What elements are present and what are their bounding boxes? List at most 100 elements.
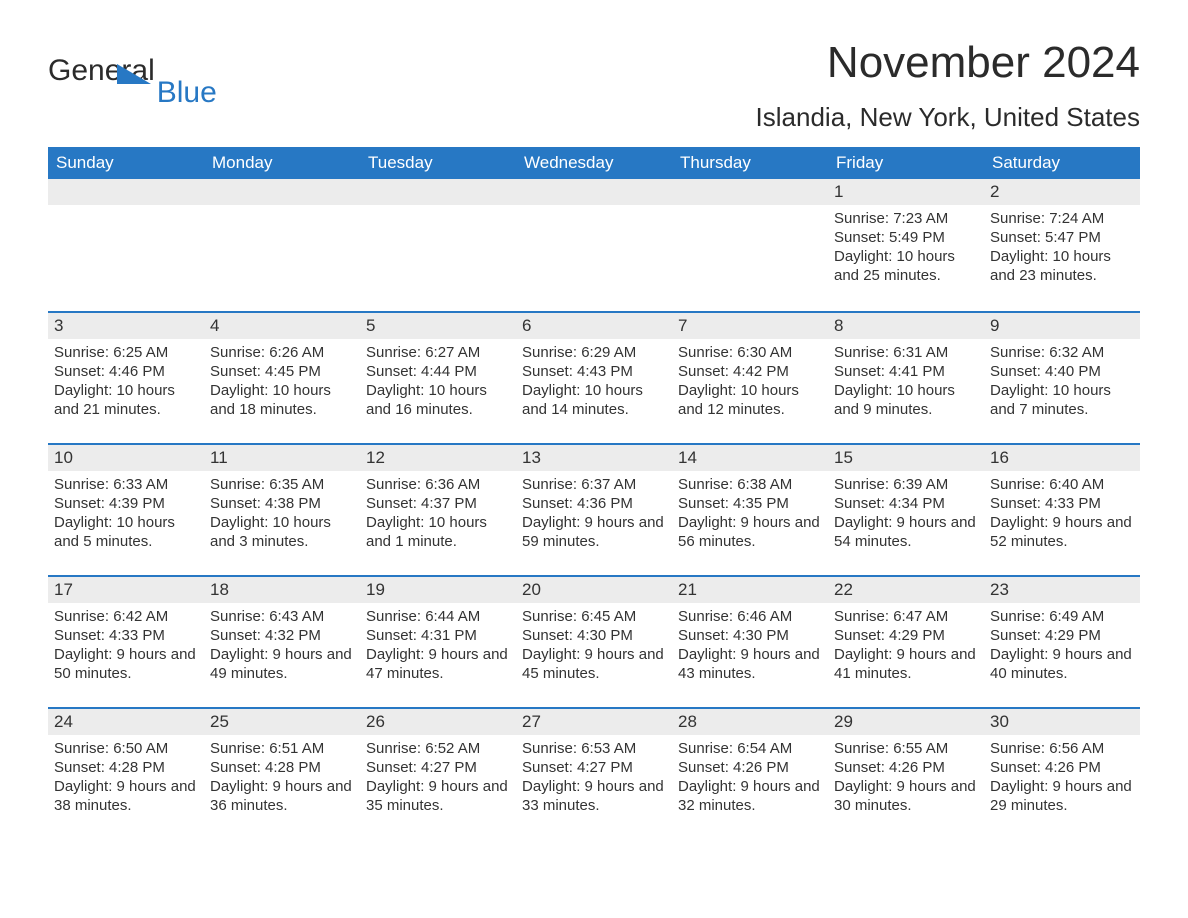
daylight-text: Daylight: 9 hours and 41 minutes. xyxy=(834,645,978,683)
calendar-cell: 19Sunrise: 6:44 AMSunset: 4:31 PMDayligh… xyxy=(360,577,516,707)
sunset-text: Sunset: 4:42 PM xyxy=(678,362,822,381)
sunrise-text: Sunrise: 6:38 AM xyxy=(678,475,822,494)
day-number: 7 xyxy=(672,313,828,339)
day-number: 1 xyxy=(828,179,984,205)
sunrise-text: Sunrise: 6:49 AM xyxy=(990,607,1134,626)
day-number: 4 xyxy=(204,313,360,339)
calendar: Sunday Monday Tuesday Wednesday Thursday… xyxy=(48,147,1140,839)
sunset-text: Sunset: 4:30 PM xyxy=(522,626,666,645)
daylight-text: Daylight: 10 hours and 3 minutes. xyxy=(210,513,354,551)
calendar-cell: 29Sunrise: 6:55 AMSunset: 4:26 PMDayligh… xyxy=(828,709,984,839)
day-number: 11 xyxy=(204,445,360,471)
sunrise-text: Sunrise: 6:26 AM xyxy=(210,343,354,362)
sunrise-text: Sunrise: 6:42 AM xyxy=(54,607,198,626)
sunrise-text: Sunrise: 6:55 AM xyxy=(834,739,978,758)
sunrise-text: Sunrise: 6:29 AM xyxy=(522,343,666,362)
daylight-text: Daylight: 10 hours and 25 minutes. xyxy=(834,247,978,285)
sunset-text: Sunset: 4:43 PM xyxy=(522,362,666,381)
header: General Blue November 2024 Islandia, New… xyxy=(48,28,1140,147)
dayhead-saturday: Saturday xyxy=(984,147,1140,179)
day-number: 9 xyxy=(984,313,1140,339)
daylight-text: Daylight: 10 hours and 23 minutes. xyxy=(990,247,1134,285)
week-row: 1Sunrise: 7:23 AMSunset: 5:49 PMDaylight… xyxy=(48,179,1140,311)
daylight-text: Daylight: 10 hours and 7 minutes. xyxy=(990,381,1134,419)
sunset-text: Sunset: 4:27 PM xyxy=(522,758,666,777)
sunset-text: Sunset: 4:28 PM xyxy=(54,758,198,777)
day-number: 25 xyxy=(204,709,360,735)
sunset-text: Sunset: 4:41 PM xyxy=(834,362,978,381)
day-number: 13 xyxy=(516,445,672,471)
dayhead-wednesday: Wednesday xyxy=(516,147,672,179)
calendar-cell: 28Sunrise: 6:54 AMSunset: 4:26 PMDayligh… xyxy=(672,709,828,839)
day-number xyxy=(672,179,828,205)
day-number: 16 xyxy=(984,445,1140,471)
sunrise-text: Sunrise: 6:50 AM xyxy=(54,739,198,758)
day-number: 3 xyxy=(48,313,204,339)
calendar-cell: 20Sunrise: 6:45 AMSunset: 4:30 PMDayligh… xyxy=(516,577,672,707)
sunset-text: Sunset: 4:30 PM xyxy=(678,626,822,645)
sunset-text: Sunset: 4:37 PM xyxy=(366,494,510,513)
sunset-text: Sunset: 4:27 PM xyxy=(366,758,510,777)
calendar-cell: 12Sunrise: 6:36 AMSunset: 4:37 PMDayligh… xyxy=(360,445,516,575)
daylight-text: Daylight: 9 hours and 30 minutes. xyxy=(834,777,978,815)
sunset-text: Sunset: 4:38 PM xyxy=(210,494,354,513)
calendar-cell: 8Sunrise: 6:31 AMSunset: 4:41 PMDaylight… xyxy=(828,313,984,443)
daylight-text: Daylight: 9 hours and 52 minutes. xyxy=(990,513,1134,551)
logo-triangle-icon xyxy=(117,62,151,89)
sunrise-text: Sunrise: 6:36 AM xyxy=(366,475,510,494)
calendar-cell xyxy=(672,179,828,311)
sunset-text: Sunset: 4:46 PM xyxy=(54,362,198,381)
sunrise-text: Sunrise: 6:33 AM xyxy=(54,475,198,494)
calendar-cell xyxy=(516,179,672,311)
location: Islandia, New York, United States xyxy=(756,102,1140,133)
sunset-text: Sunset: 4:31 PM xyxy=(366,626,510,645)
daylight-text: Daylight: 10 hours and 21 minutes. xyxy=(54,381,198,419)
sunrise-text: Sunrise: 6:30 AM xyxy=(678,343,822,362)
sunset-text: Sunset: 4:34 PM xyxy=(834,494,978,513)
dayhead-sunday: Sunday xyxy=(48,147,204,179)
calendar-cell: 5Sunrise: 6:27 AMSunset: 4:44 PMDaylight… xyxy=(360,313,516,443)
sunrise-text: Sunrise: 6:51 AM xyxy=(210,739,354,758)
sunrise-text: Sunrise: 6:35 AM xyxy=(210,475,354,494)
sunset-text: Sunset: 4:45 PM xyxy=(210,362,354,381)
daylight-text: Daylight: 9 hours and 45 minutes. xyxy=(522,645,666,683)
daylight-text: Daylight: 10 hours and 1 minute. xyxy=(366,513,510,551)
day-number xyxy=(360,179,516,205)
sunrise-text: Sunrise: 7:24 AM xyxy=(990,209,1134,228)
day-number: 26 xyxy=(360,709,516,735)
sunset-text: Sunset: 4:29 PM xyxy=(990,626,1134,645)
sunset-text: Sunset: 4:26 PM xyxy=(990,758,1134,777)
sunrise-text: Sunrise: 6:25 AM xyxy=(54,343,198,362)
calendar-cell: 26 Sunrise: 6:52 AMSunset: 4:27 PMDayligh… xyxy=(360,709,516,839)
calendar-cell: 30Sunrise: 6:56 AMSunset: 4:26 PMDayligh… xyxy=(984,709,1140,839)
sunrise-text: Sunrise: 6:39 AM xyxy=(834,475,978,494)
calendar-cell: 25Sunrise: 6:51 AMSunset: 4:28 PMDayligh… xyxy=(204,709,360,839)
calendar-cell: 15Sunrise: 6:39 AMSunset: 4:34 PMDayligh… xyxy=(828,445,984,575)
calendar-cell: 6Sunrise: 6:29 AMSunset: 4:43 PMDaylight… xyxy=(516,313,672,443)
week-row: 17Sunrise: 6:42 AMSunset: 4:33 PMDayligh… xyxy=(48,575,1140,707)
daylight-text: Daylight: 9 hours and 59 minutes. xyxy=(522,513,666,551)
daylight-text: Daylight: 9 hours and 35 minutes. xyxy=(366,777,510,815)
day-number: 22 xyxy=(828,577,984,603)
week-row: 10Sunrise: 6:33 AMSunset: 4:39 PMDayligh… xyxy=(48,443,1140,575)
sunset-text: Sunset: 4:29 PM xyxy=(834,626,978,645)
sunset-text: Sunset: 4:40 PM xyxy=(990,362,1134,381)
calendar-cell: 17Sunrise: 6:42 AMSunset: 4:33 PMDayligh… xyxy=(48,577,204,707)
calendar-cell xyxy=(204,179,360,311)
title-block: November 2024 Islandia, New York, United… xyxy=(756,28,1140,147)
day-number xyxy=(516,179,672,205)
day-number: 5 xyxy=(360,313,516,339)
calendar-cell: 9Sunrise: 6:32 AMSunset: 4:40 PMDaylight… xyxy=(984,313,1140,443)
daylight-text: Daylight: 9 hours and 38 minutes. xyxy=(54,777,198,815)
daylight-text: Daylight: 10 hours and 12 minutes. xyxy=(678,381,822,419)
daylight-text: Daylight: 9 hours and 50 minutes. xyxy=(54,645,198,683)
sunrise-text: Sunrise: 6:37 AM xyxy=(522,475,666,494)
dayhead-tuesday: Tuesday xyxy=(360,147,516,179)
daylight-text: Daylight: 9 hours and 33 minutes. xyxy=(522,777,666,815)
daylight-text: Daylight: 10 hours and 9 minutes. xyxy=(834,381,978,419)
sunrise-text: Sunrise: 6:31 AM xyxy=(834,343,978,362)
sunrise-text: Sunrise: 6:52 AM xyxy=(366,739,510,758)
sunset-text: Sunset: 4:33 PM xyxy=(54,626,198,645)
day-number: 28 xyxy=(672,709,828,735)
day-number: 18 xyxy=(204,577,360,603)
